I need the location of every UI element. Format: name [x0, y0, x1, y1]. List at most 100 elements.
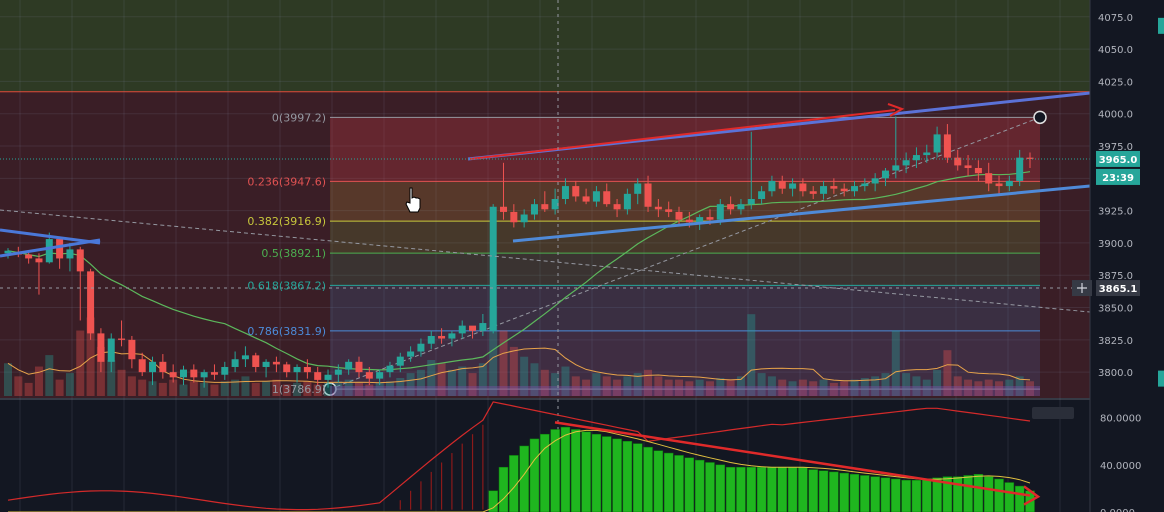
- candle-body: [954, 157, 962, 166]
- candle-body: [881, 170, 889, 179]
- volume-bar: [509, 346, 518, 396]
- volume-bar: [251, 382, 260, 396]
- fib-level-label: 0.786(3831.9): [247, 325, 326, 338]
- edge-tag: [1158, 370, 1164, 387]
- candle-body: [933, 134, 941, 153]
- volume-bar: [891, 330, 900, 396]
- candle-body: [479, 323, 487, 331]
- trend-drawings[interactable]: [0, 0, 1091, 512]
- volume-bar: [406, 373, 415, 396]
- volume-bar: [695, 379, 704, 396]
- moving-averages: [7, 171, 1031, 384]
- volume-bar: [602, 376, 611, 396]
- candle-body: [974, 167, 982, 174]
- volume-bar: [788, 381, 797, 396]
- volume-bar: [427, 360, 436, 396]
- volume-bar: [685, 381, 694, 396]
- volume-bar: [819, 379, 828, 396]
- candle-body: [1016, 157, 1024, 181]
- osc-histogram-bar: [756, 466, 767, 512]
- volume-bar: [458, 366, 467, 396]
- volume-bar: [943, 350, 952, 396]
- candle-body: [851, 186, 859, 192]
- volume-bar: [922, 379, 931, 396]
- candle-body: [386, 365, 394, 373]
- volume-bar: [107, 360, 116, 396]
- volume-bar: [995, 381, 1004, 396]
- osc-histogram-bar: [705, 462, 715, 512]
- osc-divergence-arrow: [554, 421, 1031, 497]
- candle-body: [995, 183, 1003, 187]
- volume-bar: [540, 369, 549, 396]
- price-tick-label: 4075.0: [1098, 13, 1133, 24]
- candle-body: [76, 249, 84, 272]
- candle-body: [747, 199, 755, 205]
- candle-body: [365, 372, 373, 379]
- candle-body: [685, 219, 693, 223]
- osc-histogram-bar: [581, 431, 591, 512]
- osc-panel-controls: [1032, 407, 1074, 419]
- osc-histogram-bar: [787, 466, 798, 512]
- osc-histogram-bar: [942, 476, 953, 512]
- hand-cursor-icon: [405, 187, 421, 213]
- candle-body: [396, 356, 404, 366]
- candle-body: [789, 183, 797, 189]
- candle-body: [221, 366, 229, 375]
- osc-histogram-bar: [601, 436, 612, 512]
- osc-histogram-bar: [891, 478, 901, 512]
- volume-bar: [34, 366, 43, 396]
- volume-bar: [65, 373, 74, 396]
- candle-body: [417, 343, 425, 352]
- candle-body: [179, 369, 187, 378]
- volume-bar: [489, 306, 498, 396]
- candle-body: [241, 355, 249, 360]
- candle-body: [768, 180, 776, 192]
- volume-bar: [200, 382, 209, 396]
- candle-body: [809, 191, 817, 194]
- volume-bar: [551, 373, 560, 396]
- volume-bar: [860, 378, 869, 396]
- osc-histogram-bar: [674, 455, 684, 512]
- candle-body: [345, 361, 353, 370]
- osc-divergence-arrowhead: [1023, 485, 1041, 506]
- volume-average: [7, 347, 1031, 384]
- candle-body: [118, 338, 126, 340]
- osc-histogram-bar: [725, 466, 736, 512]
- price-tick-label: 4050.0: [1098, 45, 1133, 56]
- candle-body: [355, 361, 363, 373]
- edge-tag: [1158, 17, 1164, 34]
- candle-body: [107, 338, 115, 362]
- volume-bar: [468, 373, 477, 396]
- volume-bar: [344, 379, 353, 396]
- candle-body: [572, 186, 580, 197]
- price-tick-label: 3975.0: [1098, 142, 1133, 153]
- candle-body: [892, 165, 900, 171]
- osc-histogram-bar: [860, 475, 870, 512]
- candle-body: [407, 351, 415, 357]
- fib-level-label: 0.618(3867.2): [247, 279, 326, 292]
- candle-body: [210, 372, 218, 375]
- volume-bar: [798, 379, 807, 396]
- candle-body: [66, 249, 74, 259]
- candle-body: [231, 359, 239, 367]
- osc-histogram-bar: [922, 478, 932, 512]
- candle-body: [128, 339, 136, 360]
- candle-body: [272, 361, 280, 365]
- osc-histogram-bar: [540, 433, 550, 512]
- volume-bar: [881, 373, 890, 396]
- candle-body: [1005, 180, 1013, 187]
- volume-bar: [1005, 379, 1014, 396]
- osc-histogram-bar: [983, 476, 994, 512]
- price-axis[interactable]: 4075.04050.04025.04000.03975.03950.03925…: [1072, 0, 1164, 512]
- volume-bar: [1015, 376, 1024, 396]
- osc-histogram-bar: [612, 438, 622, 512]
- fibonacci-retracement[interactable]: [323, 110, 1047, 396]
- crosshair-price-tag: [1096, 280, 1140, 297]
- price-tick-label: 4000.0: [1098, 110, 1133, 121]
- volume-bar: [447, 369, 456, 396]
- volume-bar: [757, 373, 766, 396]
- fib-trend-line: [329, 116, 1041, 390]
- candle-body: [376, 372, 384, 379]
- osc-histogram-bar: [1004, 482, 1015, 512]
